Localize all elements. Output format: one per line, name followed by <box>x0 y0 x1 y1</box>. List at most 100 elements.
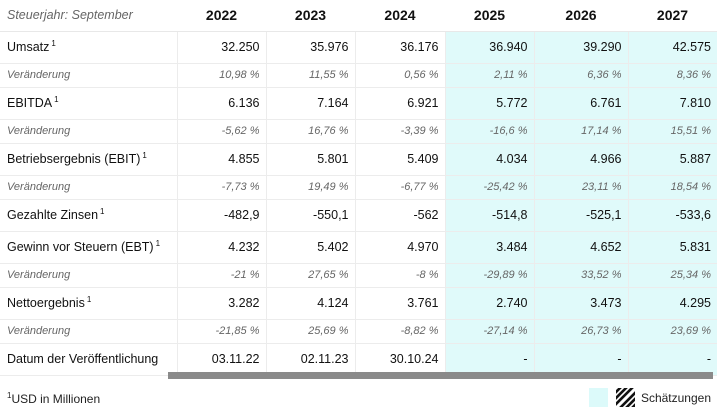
fiscal-year-label: Steuerjahr: September <box>0 0 177 32</box>
value-cell-2026: 23,11 % <box>533 175 628 200</box>
value-cell-2025: 2.740 <box>444 287 534 320</box>
footnote-text: USD in Millionen <box>11 392 101 406</box>
value-cell-2027: -533,6 <box>627 199 717 232</box>
table-body: Umsatz 1 32.250 35.976 36.176 36.940 39.290 42.… <box>0 31 717 376</box>
value-cell-2027: 25,34 % <box>627 263 717 288</box>
value-cell-2022: -21,85 % <box>176 319 266 344</box>
value-cell-2023: 16,76 % <box>265 119 355 144</box>
year-header-2027: 2027 <box>628 0 717 32</box>
change-label: Veränderung <box>0 263 177 288</box>
value-cell-2022: 32.250 <box>176 31 266 64</box>
row-label-text: Gezahlte Zinsen <box>7 208 99 223</box>
metric-row: Gewinn vor Steuern (EBT) 1 4.232 5.402 4.970… <box>0 231 717 264</box>
row-label-text: Umsatz <box>7 40 50 55</box>
metric-row: Nettoergebnis 1 3.282 4.124 3.761 2.740 3.473 4… <box>0 287 717 320</box>
value-cell-2023: 19,49 % <box>265 175 355 200</box>
value-cell-2026: 6.761 <box>533 87 628 120</box>
value-cell-2027: 5.887 <box>627 143 717 176</box>
footnote-marker: 1 <box>7 391 12 400</box>
value-cell-2025: -29,89 % <box>444 263 534 288</box>
year-header-2025: 2025 <box>445 0 534 32</box>
change-label: Veränderung <box>0 119 177 144</box>
value-cell-2027: 42.575 <box>627 31 717 64</box>
value-cell-2027: 7.810 <box>627 87 717 120</box>
value-cell-2025: -25,42 % <box>444 175 534 200</box>
metric-label: EBITDA 1 <box>0 87 177 120</box>
metric-label: Gewinn vor Steuern (EBT) 1 <box>0 231 177 264</box>
change-label: Veränderung <box>0 175 177 200</box>
row-label-text: Veränderung <box>7 269 71 281</box>
value-cell-2024: 3.761 <box>354 287 445 320</box>
value-cell-2023: 02.11.23 <box>265 343 355 376</box>
row-label-text: EBITDA <box>7 96 53 111</box>
metric-row: Betriebsergebnis (EBIT) 1 4.855 5.801 5.409 4… <box>0 143 717 176</box>
value-cell-2025: 2,11 % <box>444 63 534 88</box>
financial-table: Steuerjahr: September 2022 2023 2024 202… <box>0 0 717 376</box>
estimates-legend: Schätzungen <box>588 388 711 407</box>
value-cell-2026: 4.966 <box>533 143 628 176</box>
value-cell-2026: - <box>533 343 628 376</box>
legend-label: Schätzungen <box>640 390 711 405</box>
value-cell-2025: -514,8 <box>444 199 534 232</box>
metric-row: EBITDA 1 6.136 7.164 6.921 5.772 6.761 7.810 <box>0 87 717 120</box>
value-cell-2022: -21 % <box>176 263 266 288</box>
value-cell-2022: 6.136 <box>176 87 266 120</box>
value-cell-2023: 5.402 <box>265 231 355 264</box>
row-label-text: Nettoergebnis <box>7 296 85 311</box>
value-cell-2025: 5.772 <box>444 87 534 120</box>
value-cell-2026: 17,14 % <box>533 119 628 144</box>
change-label: Veränderung <box>0 63 177 88</box>
value-cell-2024: -3,39 % <box>354 119 445 144</box>
value-cell-2022: -482,9 <box>176 199 266 232</box>
value-cell-2025: 3.484 <box>444 231 534 264</box>
value-cell-2024: -8 % <box>354 263 445 288</box>
row-label-text: Veränderung <box>7 69 71 81</box>
value-cell-2027: 5.831 <box>627 231 717 264</box>
metric-label: Umsatz 1 <box>0 31 177 64</box>
metric-row: Datum der Veröffentlichung 03.11.22 02.11.… <box>0 343 717 376</box>
value-cell-2023: 5.801 <box>265 143 355 176</box>
year-header-2022: 2022 <box>177 0 266 32</box>
value-cell-2026: 33,52 % <box>533 263 628 288</box>
change-row: Veränderung -7,73 % 19,49 % -6,77 % -25,42 %… <box>0 175 717 200</box>
value-cell-2027: 15,51 % <box>627 119 717 144</box>
header-row: Steuerjahr: September 2022 2023 2024 202… <box>0 0 717 32</box>
value-cell-2026: 6,36 % <box>533 63 628 88</box>
footnote: 1USD in Millionen <box>7 391 100 406</box>
year-header-2024: 2024 <box>355 0 445 32</box>
value-cell-2024: -8,82 % <box>354 319 445 344</box>
value-cell-2023: 27,65 % <box>265 263 355 288</box>
scrollbar-thumb[interactable] <box>168 372 713 379</box>
metric-label: Gezahlte Zinsen 1 <box>0 199 177 232</box>
change-row: Veränderung 10,98 % 11,55 % 0,56 % 2,11 % 6,3… <box>0 63 717 88</box>
value-cell-2022: 4.855 <box>176 143 266 176</box>
value-cell-2025: -16,6 % <box>444 119 534 144</box>
row-label-text: Veränderung <box>7 325 71 337</box>
value-cell-2023: 7.164 <box>265 87 355 120</box>
value-cell-2025: 36.940 <box>444 31 534 64</box>
metric-row: Gezahlte Zinsen 1 -482,9 -550,1 -562 -514,8 -5… <box>0 199 717 232</box>
value-cell-2024: 30.10.24 <box>354 343 445 376</box>
value-cell-2026: 3.473 <box>533 287 628 320</box>
metric-label: Datum der Veröffentlichung <box>0 343 177 376</box>
row-label-text: Veränderung <box>7 125 71 137</box>
value-cell-2024: -6,77 % <box>354 175 445 200</box>
value-cell-2022: 4.232 <box>176 231 266 264</box>
footnote-marker: 1 <box>142 151 147 161</box>
value-cell-2022: -5,62 % <box>176 119 266 144</box>
row-label-text: Veränderung <box>7 181 71 193</box>
horizontal-scrollbar[interactable] <box>168 372 713 379</box>
value-cell-2024: 4.970 <box>354 231 445 264</box>
value-cell-2023: 4.124 <box>265 287 355 320</box>
value-cell-2026: 26,73 % <box>533 319 628 344</box>
value-cell-2025: 4.034 <box>444 143 534 176</box>
value-cell-2025: -27,14 % <box>444 319 534 344</box>
value-cell-2023: 35.976 <box>265 31 355 64</box>
value-cell-2026: 39.290 <box>533 31 628 64</box>
footnote-marker: 1 <box>54 95 59 105</box>
value-cell-2024: 5.409 <box>354 143 445 176</box>
change-label: Veränderung <box>0 319 177 344</box>
value-cell-2023: 11,55 % <box>265 63 355 88</box>
value-cell-2027: - <box>627 343 717 376</box>
change-row: Veränderung -21,85 % 25,69 % -8,82 % -27,14 … <box>0 319 717 344</box>
